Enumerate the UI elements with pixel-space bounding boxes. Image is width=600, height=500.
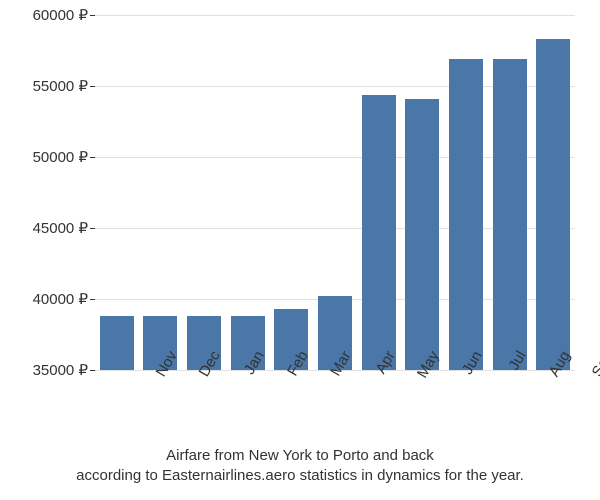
bar xyxy=(536,39,570,370)
x-label-slot: Aug xyxy=(488,375,532,435)
y-tick-label: 60000 ₽ xyxy=(8,6,88,24)
bar-slot xyxy=(182,15,226,370)
y-tick-label: 55000 ₽ xyxy=(8,77,88,95)
x-axis-labels: NovDecJanFebMarAprMayJunJulAugSep xyxy=(95,375,575,435)
x-label-slot: Jan xyxy=(182,375,226,435)
x-label-slot: Apr xyxy=(313,375,357,435)
plot-area xyxy=(95,15,575,370)
y-tick-label: 50000 ₽ xyxy=(8,148,88,166)
bar xyxy=(100,316,134,370)
x-label-slot: May xyxy=(357,375,401,435)
bar-slot xyxy=(400,15,444,370)
x-label-slot: Dec xyxy=(139,375,183,435)
chart-caption-line1: Airfare from New York to Porto and back xyxy=(0,446,600,466)
y-tick-mark xyxy=(90,15,95,16)
y-tick-mark xyxy=(90,157,95,158)
x-axis-label: Sep xyxy=(553,381,598,441)
bar xyxy=(405,99,439,370)
x-label-slot: Nov xyxy=(95,375,139,435)
bar-slot xyxy=(270,15,314,370)
bar-slot xyxy=(444,15,488,370)
bar-series xyxy=(95,15,575,370)
x-label-slot: Jul xyxy=(444,375,488,435)
bar-slot xyxy=(531,15,575,370)
bar xyxy=(362,95,396,370)
bar xyxy=(493,59,527,370)
bar-slot xyxy=(226,15,270,370)
y-tick-mark xyxy=(90,86,95,87)
y-tick-mark xyxy=(90,370,95,371)
y-tick-label: 40000 ₽ xyxy=(8,290,88,308)
y-tick-label: 45000 ₽ xyxy=(8,219,88,237)
y-tick-mark xyxy=(90,299,95,300)
bar-slot xyxy=(139,15,183,370)
y-tick-label: 35000 ₽ xyxy=(8,361,88,379)
bar xyxy=(449,59,483,370)
x-label-slot: Mar xyxy=(270,375,314,435)
bar-slot xyxy=(488,15,532,370)
airfare-chart: 35000 ₽ 40000 ₽ 45000 ₽ 50000 ₽ 55000 ₽ 60000… xyxy=(0,0,600,500)
bar-slot xyxy=(357,15,401,370)
x-label-slot: Feb xyxy=(226,375,270,435)
bar-slot xyxy=(95,15,139,370)
x-label-slot: Jun xyxy=(400,375,444,435)
chart-caption-line2: according to Easternairlines.aero statis… xyxy=(0,466,600,486)
y-tick-mark xyxy=(90,228,95,229)
x-label-slot: Sep xyxy=(531,375,575,435)
bar-slot xyxy=(313,15,357,370)
